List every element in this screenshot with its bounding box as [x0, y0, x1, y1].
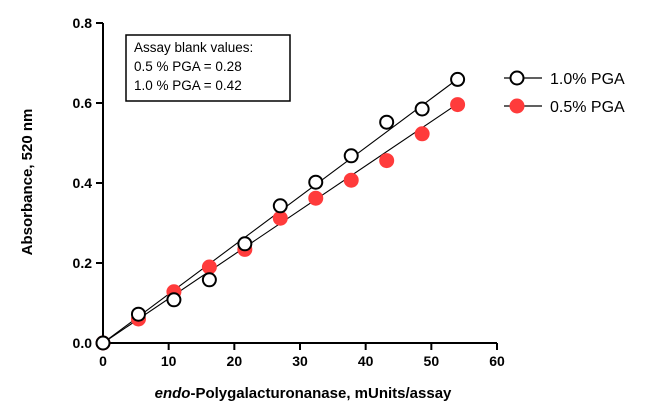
point-series-1 [379, 114, 395, 130]
legend-item-1: 1.0% PGA [504, 70, 625, 88]
legend: 1.0% PGA 0.5% PGA [504, 70, 625, 116]
y-tick-label: 0.6 [73, 95, 93, 111]
y-tick-label: 0.0 [73, 335, 93, 351]
x-tick-label: 0 [99, 353, 107, 369]
x-axis-title-italic: endo [155, 385, 191, 402]
legend-marker-2 [509, 98, 525, 114]
x-tick-label: 60 [489, 353, 505, 369]
x-tick-label: 10 [161, 353, 177, 369]
legend-item-2: 0.5% PGA [504, 98, 625, 116]
annotation-frame [125, 34, 291, 102]
point-series-1 [450, 71, 466, 87]
annotation-line-2: 0.5 % PGA = 0.28 [134, 59, 242, 74]
y-axis-title: Absorbance, 520 nm [19, 109, 36, 256]
x-ticks: 0 10 20 30 40 50 60 [99, 343, 505, 369]
legend-marker-1 [509, 70, 525, 86]
point-series-1 [414, 101, 430, 117]
point-series-1 [272, 198, 288, 214]
x-axis-title-rest: -Polygalacturonanase, mUnits/assay [190, 385, 452, 402]
point-series-2 [379, 153, 395, 169]
point-series-2 [201, 259, 217, 275]
data-points [95, 71, 466, 351]
point-series-1 [201, 272, 217, 288]
point-series-1 [237, 236, 253, 252]
y-tick-label: 0.8 [73, 15, 93, 31]
x-axis-title: endo-Polygalacturonanase, mUnits/assay [155, 385, 452, 402]
y-tick-label: 0.2 [73, 255, 93, 271]
point-series-1 [166, 292, 182, 308]
point-series-2 [450, 97, 466, 113]
legend-label-2: 0.5% PGA [550, 99, 625, 116]
y-ticks: 0.0 0.2 0.4 0.6 0.8 [73, 15, 103, 351]
annotation-line-1: Assay blank values: [134, 40, 253, 55]
point-series-2 [343, 172, 359, 188]
x-tick-label: 40 [358, 353, 374, 369]
legend-label-1: 1.0% PGA [550, 71, 625, 88]
annotation-box: Assay blank values: 0.5 % PGA = 0.28 1.0… [125, 34, 291, 102]
x-tick-label: 20 [227, 353, 243, 369]
point-series-1 [95, 335, 111, 351]
point-series-1 [308, 174, 324, 190]
point-series-2 [308, 190, 324, 206]
x-tick-label: 50 [424, 353, 440, 369]
x-tick-label: 30 [292, 353, 308, 369]
point-series-2 [414, 126, 430, 142]
y-tick-label: 0.4 [73, 175, 93, 191]
annotation-line-3: 1.0 % PGA = 0.42 [134, 78, 242, 93]
point-series-1 [130, 306, 146, 322]
point-series-1 [343, 148, 359, 164]
